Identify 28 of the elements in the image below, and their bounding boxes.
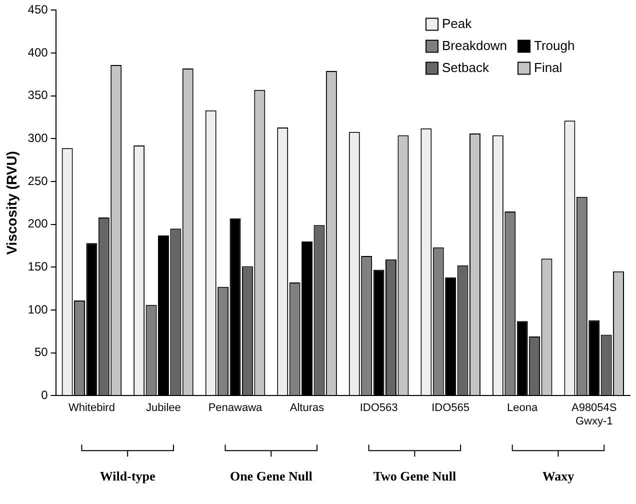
- x-tick-label: Penawawa: [208, 402, 264, 414]
- y-tick-label: 0: [41, 388, 48, 402]
- y-tick-label: 250: [28, 174, 48, 188]
- legend-label: Trough: [534, 38, 575, 53]
- x-tick-label: Alturas: [290, 402, 325, 414]
- text: Two Gene Null: [373, 468, 456, 484]
- y-tick-label: 100: [28, 302, 48, 316]
- legend-label: Final: [534, 60, 562, 75]
- y-tick-label: 450: [28, 2, 48, 17]
- y-axis-title: Viscosity (RVU): [3, 151, 20, 255]
- y-tick-label: 150: [28, 259, 48, 274]
- legend-label: Peak: [442, 16, 472, 31]
- y-tick-label: 300: [28, 130, 48, 145]
- x-tick-label: IDO565: [432, 402, 470, 414]
- x-tick-label: Whitebird: [68, 402, 115, 414]
- y-tick-label: 400: [28, 45, 48, 60]
- x-tick-label: IDO563: [360, 402, 398, 414]
- text: Waxy: [542, 468, 575, 484]
- x-tick-label: Leona: [507, 402, 539, 414]
- x-tick-label: Jubilee: [146, 402, 181, 414]
- text: One Gene Null: [230, 468, 313, 484]
- legend-label: Breakdown: [442, 38, 508, 53]
- legend-label: Setback: [442, 60, 490, 75]
- y-tick-label: 50: [34, 345, 48, 360]
- y-tick-label: 200: [28, 216, 48, 231]
- y-tick-label: 350: [28, 88, 48, 102]
- text: Wild-type: [100, 468, 156, 484]
- x-tick-label: A98054S Gwxy-1: [571, 402, 617, 428]
